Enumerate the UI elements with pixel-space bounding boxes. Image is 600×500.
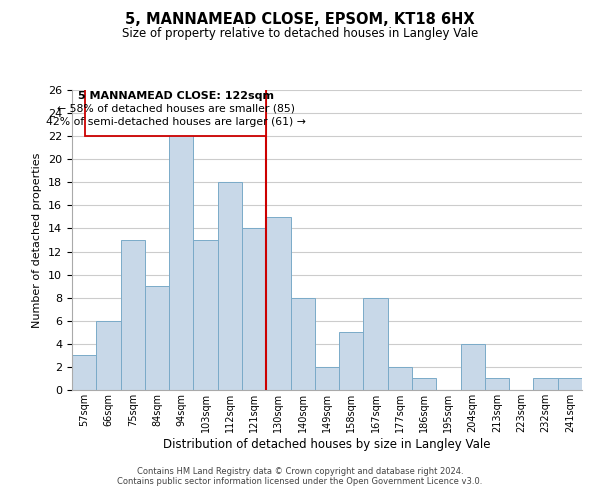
Bar xyxy=(339,332,364,390)
Text: 5 MANNAMEAD CLOSE: 122sqm: 5 MANNAMEAD CLOSE: 122sqm xyxy=(78,90,274,101)
Text: Size of property relative to detached houses in Langley Vale: Size of property relative to detached ho… xyxy=(122,28,478,40)
Bar xyxy=(169,124,193,390)
Bar xyxy=(412,378,436,390)
Bar xyxy=(242,228,266,390)
Bar xyxy=(485,378,509,390)
Bar xyxy=(364,298,388,390)
Text: Contains public sector information licensed under the Open Government Licence v3: Contains public sector information licen… xyxy=(118,477,482,486)
Bar xyxy=(193,240,218,390)
Bar xyxy=(533,378,558,390)
Text: 42% of semi-detached houses are larger (61) →: 42% of semi-detached houses are larger (… xyxy=(46,117,306,127)
Bar xyxy=(145,286,169,390)
Bar xyxy=(558,378,582,390)
Bar xyxy=(96,321,121,390)
Text: Contains HM Land Registry data © Crown copyright and database right 2024.: Contains HM Land Registry data © Crown c… xyxy=(137,467,463,476)
Bar xyxy=(290,298,315,390)
Bar xyxy=(72,356,96,390)
Text: ← 58% of detached houses are smaller (85): ← 58% of detached houses are smaller (85… xyxy=(57,104,295,114)
Bar xyxy=(218,182,242,390)
FancyBboxPatch shape xyxy=(85,86,266,136)
Bar xyxy=(461,344,485,390)
Bar xyxy=(266,217,290,390)
Bar xyxy=(315,367,339,390)
Y-axis label: Number of detached properties: Number of detached properties xyxy=(32,152,43,328)
Text: 5, MANNAMEAD CLOSE, EPSOM, KT18 6HX: 5, MANNAMEAD CLOSE, EPSOM, KT18 6HX xyxy=(125,12,475,28)
Bar xyxy=(121,240,145,390)
X-axis label: Distribution of detached houses by size in Langley Vale: Distribution of detached houses by size … xyxy=(163,438,491,450)
Bar xyxy=(388,367,412,390)
